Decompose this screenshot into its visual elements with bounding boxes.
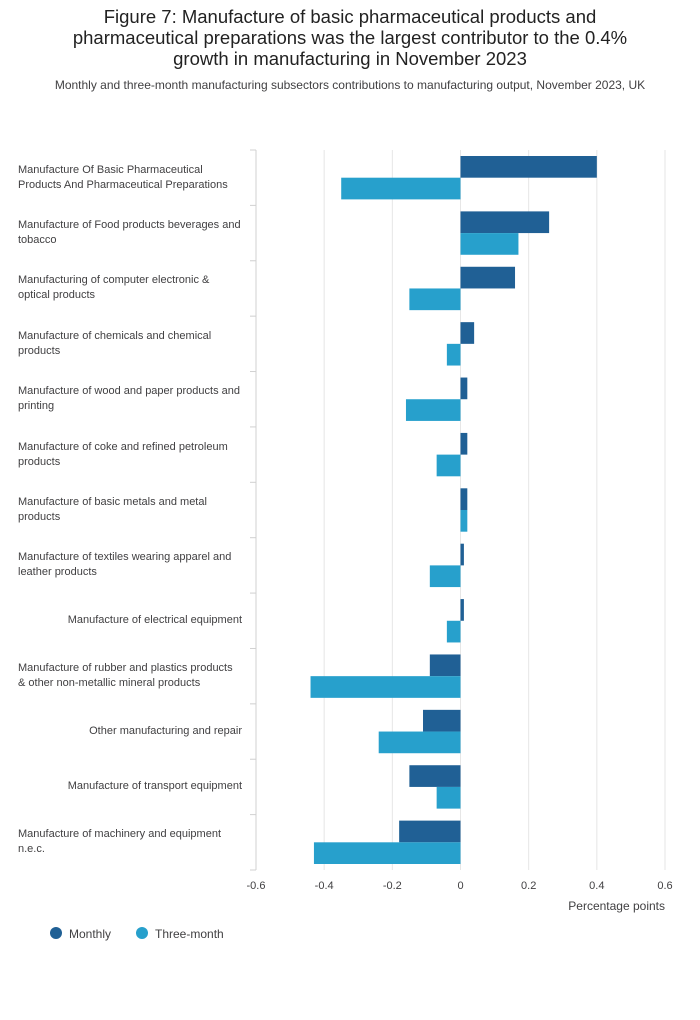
category-text: Manufacture of wood and paper products a… <box>18 385 240 413</box>
legend-label: Three-month <box>155 927 224 941</box>
x-axis-title: Percentage points <box>568 899 665 913</box>
y-tick-label: Manufacture of transport equipment <box>18 759 242 814</box>
category-text: Manufacture of Food products beverages a… <box>18 219 241 247</box>
y-tick-label: Manufacture of basic metals and metal pr… <box>18 482 242 537</box>
bar <box>313 842 461 864</box>
category-text: Manufacture of chemicals and chemical pr… <box>18 329 212 357</box>
category-text: Manufacturing of computer electronic & o… <box>18 274 210 302</box>
category-text: Manufacture Of Basic Pharmaceutical Prod… <box>18 163 228 191</box>
category-text: Manufacture of machinery and equipment n… <box>18 828 222 856</box>
bar <box>460 266 516 289</box>
x-tick-label: -0.4 <box>315 880 334 892</box>
bar <box>460 211 550 234</box>
legend-marker <box>136 927 148 939</box>
category-text: Manufacture of transport equipment <box>67 780 242 793</box>
category-text: Manufacture of coke and refined petroleu… <box>18 440 228 468</box>
y-tick-label: Manufacture of chemicals and chemical pr… <box>18 316 242 371</box>
bar <box>341 177 461 200</box>
y-tick-label: Manufacturing of computer electronic & o… <box>18 261 242 316</box>
chart-subtitle: Monthly and three-month manufacturing su… <box>54 78 646 92</box>
x-tick-label: -0.2 <box>383 880 402 892</box>
y-tick-label: Other manufacturing and repair <box>18 704 242 759</box>
legend-marker <box>50 927 62 939</box>
bar <box>429 654 461 677</box>
bar <box>460 322 475 344</box>
bar <box>460 599 464 621</box>
y-tick-label: Manufacture of wood and paper products a… <box>18 372 242 427</box>
bar <box>460 543 464 566</box>
y-tick-label: Manufacture of coke and refined petroleu… <box>18 427 242 482</box>
category-text: Manufacture of rubber and plastics produ… <box>18 662 233 690</box>
x-tick-label: 0 <box>457 880 463 892</box>
bar <box>446 343 461 366</box>
bar <box>460 156 597 178</box>
bar <box>399 820 461 843</box>
bar <box>460 510 468 532</box>
y-tick-label: Manufacture of rubber and plastics produ… <box>18 648 242 703</box>
legend-label: Monthly <box>69 927 111 941</box>
category-text: Manufacture of electrical equipment <box>67 614 242 627</box>
bar <box>310 676 461 698</box>
y-tick-label: Manufacture Of Basic Pharmaceutical Prod… <box>18 150 242 205</box>
y-tick-label: Manufacture of textiles wearing apparel … <box>18 538 242 593</box>
bar <box>460 233 519 255</box>
x-tick-label: -0.6 <box>247 880 266 892</box>
bar <box>409 288 461 311</box>
category-text: Manufacture of textiles wearing apparel … <box>18 551 232 579</box>
category-text: Other manufacturing and repair <box>89 725 242 738</box>
bar <box>436 454 461 477</box>
bar <box>446 620 461 643</box>
y-tick-label: Manufacture of machinery and equipment n… <box>18 815 242 870</box>
chart-title: Figure 7: Manufacture of basic pharmaceu… <box>72 6 628 69</box>
x-tick-label: 0.2 <box>521 880 536 892</box>
bar <box>460 377 468 400</box>
y-tick-label: Manufacture of electrical equipment <box>18 593 242 648</box>
category-text: Manufacture of basic metals and metal pr… <box>18 495 207 523</box>
bar <box>460 432 468 455</box>
y-tick-label: Manufacture of Food products beverages a… <box>18 205 242 260</box>
bar <box>409 765 461 787</box>
bar <box>460 488 468 510</box>
bar <box>436 786 461 809</box>
bar <box>405 399 461 421</box>
x-tick-label: 0.6 <box>657 880 672 892</box>
bar <box>423 709 461 732</box>
bar <box>378 731 461 754</box>
bar <box>429 565 461 588</box>
x-tick-label: 0.4 <box>589 880 604 892</box>
